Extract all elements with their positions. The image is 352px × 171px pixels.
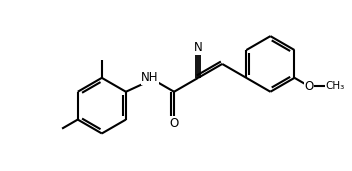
Text: O: O [169,117,179,130]
Text: NH: NH [141,71,159,84]
Text: N: N [194,41,202,54]
Text: CH₃: CH₃ [326,81,345,91]
Text: O: O [304,80,314,93]
